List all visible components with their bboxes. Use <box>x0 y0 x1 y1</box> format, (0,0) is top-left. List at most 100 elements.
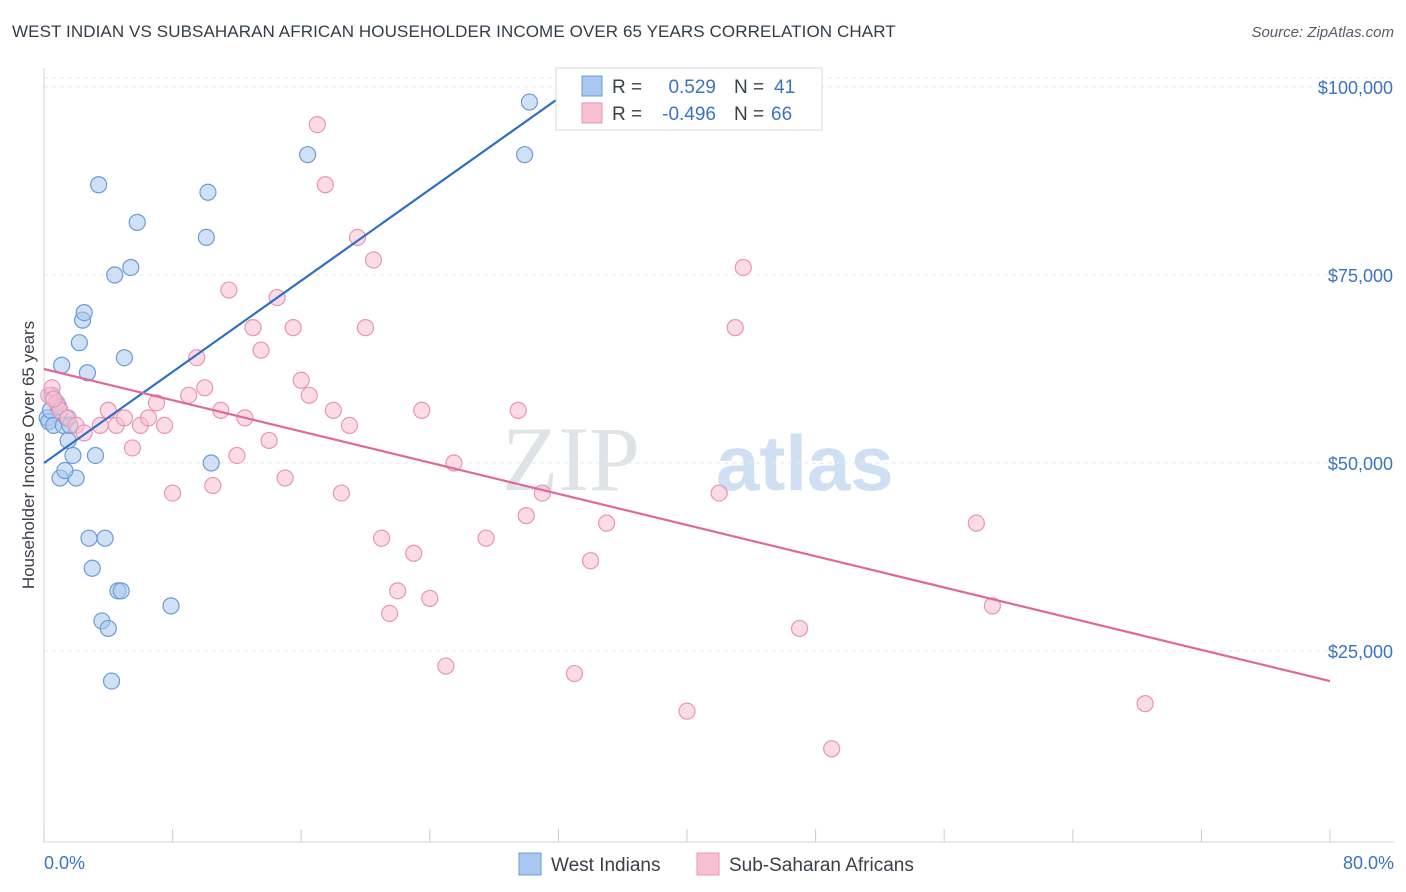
point-1-17 <box>180 386 198 404</box>
point-0-30 <box>122 258 140 277</box>
legend-r-value-1: -0.496 <box>662 104 716 125</box>
legend-r-label-0: R = <box>612 77 642 98</box>
bottom-legend-label-west-indians: West Indians <box>551 855 660 876</box>
legend-n-value-1: 66 <box>771 104 792 125</box>
chart-title: WEST INDIAN VS SUBSAHARAN AFRICAN HOUSEH… <box>12 22 896 41</box>
point-0-14 <box>70 334 88 352</box>
point-1-61 <box>823 740 841 758</box>
point-1-65 <box>45 390 63 408</box>
point-1-39 <box>356 319 375 337</box>
point-0-16 <box>75 304 93 322</box>
point-1-50 <box>509 401 527 419</box>
point-0-20 <box>86 446 105 465</box>
series-sub-saharan-africans-points <box>40 115 1154 758</box>
x-tick-label-max: 80.0% <box>1343 853 1394 873</box>
watermark-zip: ZIP <box>502 408 640 510</box>
point-1-13 <box>139 409 158 427</box>
point-0-25 <box>102 672 121 690</box>
point-1-32 <box>300 386 318 404</box>
x-ticks <box>43 829 1331 842</box>
correlation-legend: R = 0.529 N = 41 R = -0.496 N = 66 <box>555 67 823 131</box>
series-west-indians-points <box>38 93 539 690</box>
point-1-47 <box>437 657 455 675</box>
legend-n-label-0: N = <box>734 77 764 98</box>
y-axis-title: Householder Income Over 65 years <box>19 321 38 589</box>
point-1-54 <box>581 552 600 570</box>
point-0-34 <box>199 183 217 201</box>
point-0-38 <box>520 93 539 111</box>
point-1-43 <box>389 582 407 600</box>
x-tick-label-min: 0.0% <box>44 853 85 873</box>
point-0-33 <box>197 228 215 246</box>
point-1-62 <box>967 514 985 532</box>
point-0-17 <box>78 364 97 382</box>
point-0-19 <box>83 559 101 577</box>
point-1-20 <box>204 476 222 495</box>
point-1-49 <box>477 529 495 547</box>
point-1-63 <box>983 597 1002 615</box>
point-1-38 <box>348 228 367 246</box>
point-0-24 <box>99 619 117 638</box>
y-tick-label-1: $50,000 <box>1328 454 1393 474</box>
bottom-legend-label-sub-saharan: Sub-Saharan Africans <box>729 855 914 876</box>
point-1-31 <box>292 371 310 389</box>
point-0-12 <box>64 446 82 465</box>
point-1-51 <box>517 507 535 525</box>
point-0-35 <box>202 454 220 472</box>
legend-n-value-0: 41 <box>774 77 795 98</box>
point-1-8 <box>99 401 117 419</box>
point-1-55 <box>598 514 616 532</box>
point-1-23 <box>228 446 246 465</box>
point-1-64 <box>1136 695 1154 713</box>
point-1-10 <box>115 409 133 427</box>
point-1-11 <box>123 439 142 457</box>
y-tick-label-2: $75,000 <box>1328 266 1393 286</box>
point-1-40 <box>364 251 383 269</box>
point-0-39 <box>56 461 74 480</box>
point-1-56 <box>678 702 696 720</box>
point-0-36 <box>299 146 317 164</box>
legend-swatch-sub-saharan <box>581 102 603 124</box>
bottom-legend-swatch-west-indians <box>518 852 542 876</box>
legend-r-value-0: 0.529 <box>668 77 716 98</box>
point-1-19 <box>196 379 214 397</box>
trend-line-1 <box>43 367 1331 683</box>
point-1-18 <box>188 349 206 367</box>
point-1-27 <box>260 431 278 450</box>
point-0-37 <box>516 146 534 164</box>
legend-r-label-1: R = <box>612 104 642 125</box>
point-1-36 <box>332 484 350 502</box>
point-0-18 <box>80 529 98 547</box>
point-1-22 <box>220 281 238 299</box>
point-1-29 <box>276 469 294 487</box>
point-1-58 <box>726 319 744 337</box>
point-1-16 <box>164 484 182 502</box>
y-tick-label-0: $25,000 <box>1328 642 1393 662</box>
legend-swatch-west-indians <box>581 75 603 97</box>
bottom-legend-swatch-sub-saharan <box>696 852 720 876</box>
point-1-33 <box>308 115 326 134</box>
point-0-31 <box>128 213 146 231</box>
point-1-44 <box>405 544 423 562</box>
point-1-42 <box>381 604 399 623</box>
point-1-57 <box>710 484 728 502</box>
trend-line-0 <box>43 86 576 464</box>
series-legend: West Indians Sub-Saharan Africans <box>518 852 914 876</box>
point-0-23 <box>96 529 114 547</box>
point-1-25 <box>244 319 262 337</box>
point-0-28 <box>112 582 130 600</box>
point-1-15 <box>155 416 174 434</box>
grid-lines <box>44 77 1394 652</box>
point-0-21 <box>90 176 108 194</box>
point-1-35 <box>324 401 342 419</box>
point-1-60 <box>790 619 809 638</box>
point-1-53 <box>565 664 584 683</box>
point-1-37 <box>340 416 359 434</box>
point-1-41 <box>372 529 391 547</box>
point-0-26 <box>106 266 124 284</box>
legend-n-label-1: N = <box>734 104 764 125</box>
point-1-14 <box>147 394 166 412</box>
point-1-26 <box>252 341 270 359</box>
point-1-46 <box>421 589 439 607</box>
point-1-45 <box>413 401 431 419</box>
